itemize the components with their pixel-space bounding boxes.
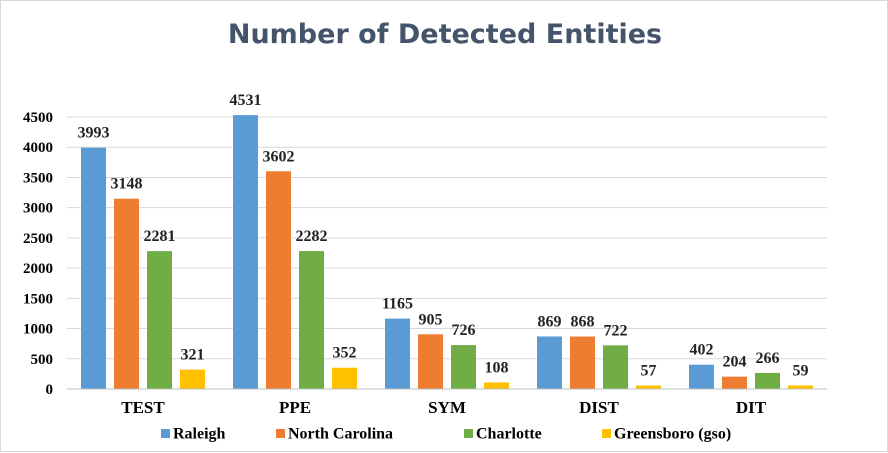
bar <box>418 334 443 389</box>
y-tick-label: 3500 <box>23 170 53 186</box>
data-label: 57 <box>641 363 657 380</box>
bar <box>788 385 813 389</box>
x-tick-label: SYM <box>428 398 466 417</box>
data-label: 1165 <box>382 296 413 313</box>
legend-label: Charlotte <box>476 426 542 443</box>
data-label: 3602 <box>263 148 295 165</box>
data-label: 204 <box>723 354 747 371</box>
y-tick-label: 1000 <box>23 322 53 338</box>
legend-swatch <box>602 429 611 438</box>
bar <box>233 115 258 389</box>
bar <box>299 251 324 389</box>
y-tick-label: 0 <box>46 382 54 398</box>
legend-label: Raleigh <box>173 426 226 443</box>
bar <box>537 336 562 389</box>
bar <box>603 345 628 389</box>
bar <box>722 376 747 389</box>
bar <box>451 345 476 389</box>
y-tick-label: 4000 <box>23 140 53 156</box>
bar <box>636 385 661 389</box>
bar <box>81 147 106 389</box>
data-label: 905 <box>419 311 443 328</box>
data-label: 3993 <box>78 125 110 142</box>
x-tick-label: TEST <box>121 398 165 417</box>
data-label: 321 <box>181 347 205 364</box>
data-label: 266 <box>756 350 780 367</box>
data-label: 722 <box>604 322 628 339</box>
data-label: 3148 <box>111 176 143 193</box>
data-label: 59 <box>793 362 809 379</box>
data-label: 2282 <box>296 228 328 245</box>
bar <box>147 251 172 389</box>
bar <box>114 198 139 389</box>
y-tick-label: 1500 <box>23 291 53 307</box>
bar <box>266 171 291 389</box>
data-label: 868 <box>571 314 595 331</box>
legend-swatch <box>276 429 285 438</box>
data-label: 402 <box>690 342 714 359</box>
y-tick-label: 3000 <box>23 201 53 217</box>
data-label: 869 <box>538 313 562 330</box>
legend-swatch <box>464 429 473 438</box>
bar <box>689 364 714 389</box>
bar <box>385 318 410 389</box>
data-label: 108 <box>485 359 509 376</box>
bar <box>570 336 595 389</box>
bar <box>332 367 357 389</box>
legend-label: North Carolina <box>288 426 393 443</box>
x-tick-label: DIST <box>579 398 619 417</box>
y-tick-label: 2000 <box>23 261 53 277</box>
y-tick-label: 500 <box>31 352 54 368</box>
data-label: 726 <box>452 322 476 339</box>
bar <box>755 372 780 389</box>
data-label: 4531 <box>230 92 262 109</box>
legend-swatch <box>161 429 170 438</box>
y-tick-label: 4500 <box>23 110 53 126</box>
data-label: 352 <box>333 345 357 362</box>
x-tick-label: DIT <box>736 398 767 417</box>
data-label: 2281 <box>144 228 176 245</box>
bar <box>484 382 509 389</box>
legend-label: Greensboro (gso) <box>614 426 731 443</box>
x-tick-label: PPE <box>279 398 311 417</box>
chart-title: Number of Detected Entities <box>227 19 663 50</box>
bar <box>180 369 205 389</box>
y-tick-label: 2500 <box>23 231 53 247</box>
